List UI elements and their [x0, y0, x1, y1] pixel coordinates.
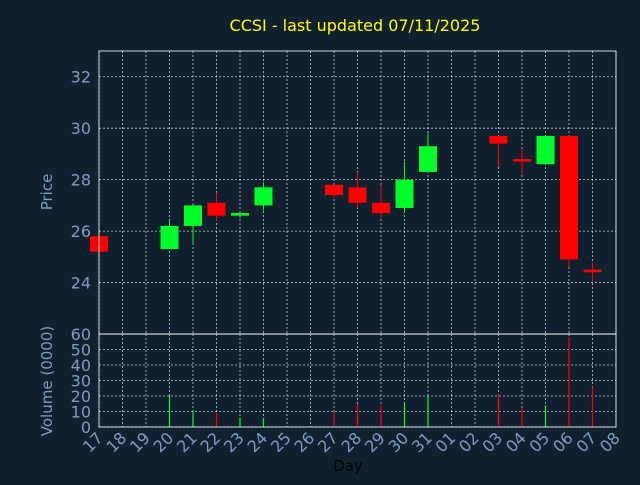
candle-body: [489, 135, 508, 144]
candle-body: [325, 184, 343, 196]
volume-tick-label: 60: [71, 325, 91, 344]
x-tick-label: 08: [596, 428, 624, 456]
volume-panel-frame: [98, 333, 617, 428]
price-panel: 24 26 28 30 32: [71, 50, 617, 335]
chart-title: CCSI - last updated 07/11/2025: [230, 16, 481, 35]
candle-body: [583, 269, 602, 273]
volume-tick-label: 20: [71, 387, 91, 406]
price-tick-label: 30: [71, 119, 91, 138]
volume-tick-label: 0: [81, 418, 91, 437]
candle-body: [419, 146, 437, 172]
candle-body: [207, 202, 226, 216]
candle-body: [348, 187, 367, 203]
volume-tick-label: 40: [71, 356, 91, 375]
candle-body: [184, 205, 202, 226]
candle-body: [231, 213, 249, 216]
candle-body: [160, 225, 179, 250]
x-axis-label: Day: [333, 457, 363, 475]
candle-body: [560, 135, 578, 260]
volume-tick-label: 50: [71, 341, 91, 360]
candle-body: [372, 202, 390, 214]
price-tick-label: 26: [71, 222, 91, 241]
candle-body: [395, 179, 414, 208]
volume-tick-label: 30: [71, 372, 91, 391]
volume-tick-label: 10: [71, 403, 91, 422]
candle-body: [254, 187, 273, 206]
price-axis-label: Price: [38, 174, 56, 211]
price-tick-label: 28: [71, 171, 91, 190]
candle-body: [513, 159, 531, 162]
volume-axis-label: Volume (0000): [38, 326, 56, 436]
candle-body: [536, 135, 555, 165]
price-tick-label: 24: [71, 274, 91, 293]
price-tick-label: 32: [71, 68, 91, 87]
x-axis-ticks: 1718192021222324252627282930310102030405…: [79, 428, 624, 456]
